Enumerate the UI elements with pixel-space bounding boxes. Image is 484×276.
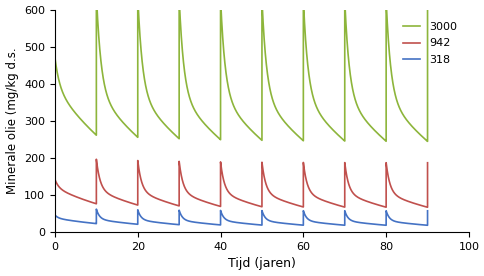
- 942: [52, 178, 58, 181]
- 318: [267, 219, 272, 223]
- Y-axis label: Minerale olie (mg/kg d.s.: Minerale olie (mg/kg d.s.: [5, 47, 18, 194]
- 318: [373, 223, 379, 226]
- Line: 318: 318: [55, 209, 427, 225]
- 3000: [121, 123, 127, 126]
- 942: [424, 206, 430, 209]
- Legend: 3000, 942, 318: 3000, 942, 318: [398, 17, 460, 70]
- 942: [415, 203, 421, 206]
- Line: 3000: 3000: [55, 0, 427, 141]
- 942: [373, 203, 379, 206]
- 942: [121, 199, 127, 203]
- 318: [178, 214, 183, 217]
- 942: [267, 191, 272, 195]
- 942: [93, 158, 99, 161]
- 3000: [424, 140, 430, 143]
- 318: [415, 223, 421, 226]
- 3000: [52, 60, 58, 63]
- 3000: [424, 0, 430, 2]
- 318: [93, 208, 99, 211]
- 3000: [415, 131, 421, 135]
- 942: [52, 179, 58, 182]
- 942: [178, 173, 183, 176]
- 3000: [267, 89, 272, 92]
- 942: [424, 161, 430, 164]
- X-axis label: Tijd (jaren): Tijd (jaren): [227, 258, 295, 270]
- 318: [52, 214, 58, 217]
- 318: [121, 221, 127, 225]
- 3000: [178, 33, 183, 36]
- 3000: [373, 131, 379, 134]
- 3000: [52, 56, 58, 59]
- 318: [52, 213, 58, 217]
- 318: [424, 224, 430, 227]
- 318: [424, 209, 430, 213]
- Line: 942: 942: [55, 159, 427, 207]
